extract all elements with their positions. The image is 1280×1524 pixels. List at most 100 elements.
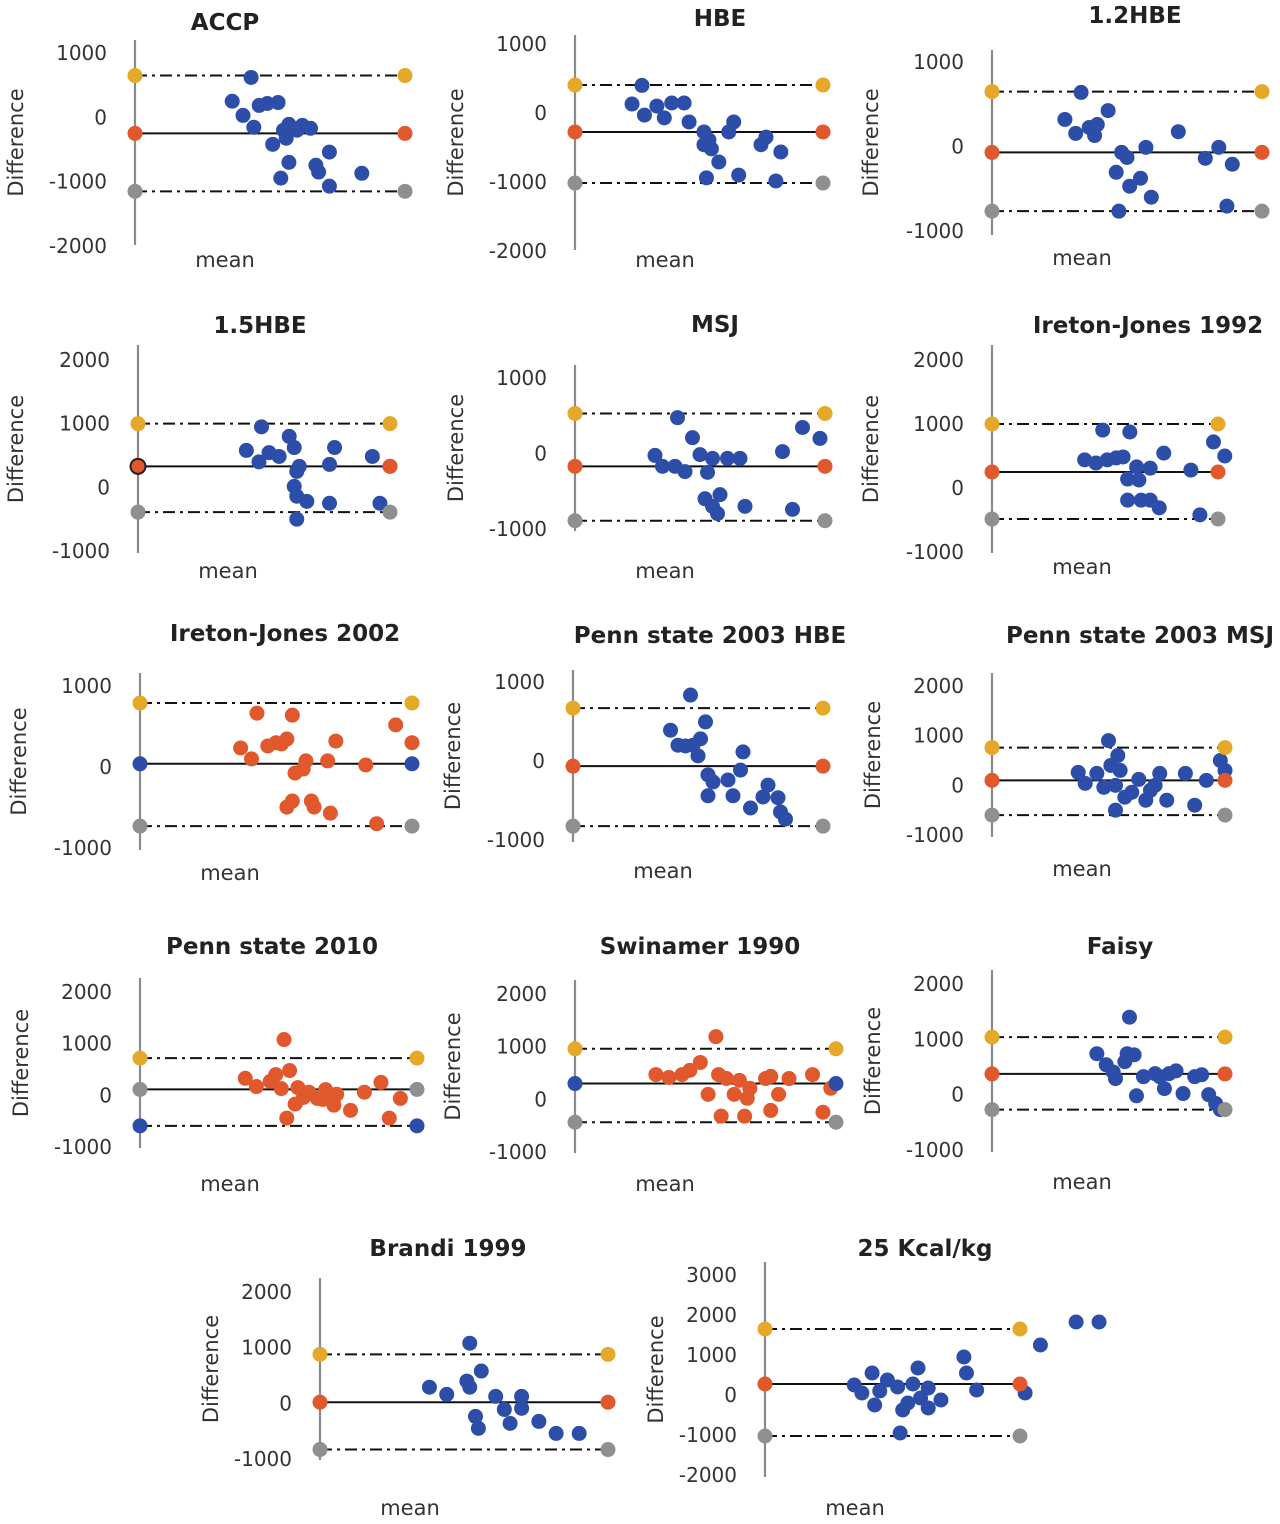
panel-brandi-1999: Brandi 1999 2000 1000 0 -1000 Difference mean (199, 1236, 616, 1520)
mean-marker (312, 1394, 328, 1410)
data-point (655, 458, 670, 474)
y-tick-label: -1000 (234, 1447, 292, 1471)
data-point (735, 744, 751, 760)
upper-marker (984, 416, 1000, 432)
data-point (969, 1382, 985, 1398)
lower-marker (817, 513, 833, 529)
y-tick-label: 0 (97, 475, 110, 499)
data-point (279, 731, 295, 747)
data-point (726, 114, 742, 130)
data-point (514, 1400, 530, 1416)
y-tick-label: 0 (951, 476, 964, 500)
x-axis-label: mean (1052, 1170, 1112, 1194)
data-point (778, 811, 793, 827)
data-point (713, 1108, 729, 1124)
panel-title: Faisy (1087, 934, 1153, 960)
y-tick-label: -1000 (489, 517, 547, 541)
mean-marker (397, 125, 413, 141)
data-point (468, 1408, 484, 1424)
y-tick-label: -1000 (489, 170, 547, 194)
data-point (1170, 124, 1186, 140)
data-point (670, 410, 685, 426)
panel-hbe: HBE 1000 0 -1000 -2000 Difference mean (444, 6, 831, 272)
y-tick-label: 2000 (61, 980, 112, 1004)
data-point (1177, 765, 1193, 781)
data-point (1107, 777, 1123, 793)
x-axis-label: mean (198, 559, 258, 583)
data-point (299, 493, 315, 509)
mean-marker (409, 1081, 425, 1097)
mean-marker (984, 772, 1000, 788)
mean-marker (984, 144, 1000, 160)
y-axis-label: Difference (4, 88, 28, 196)
lower-marker (409, 1118, 425, 1134)
lower-marker (600, 1442, 616, 1458)
y-axis-label: Difference (444, 88, 468, 196)
data-point (321, 178, 337, 194)
lower-marker (130, 504, 146, 520)
data-point (1156, 1081, 1172, 1097)
data-point (726, 1086, 742, 1102)
y-axis-label: Difference (861, 1007, 885, 1115)
data-point (737, 498, 753, 514)
y-tick-label: 2000 (913, 348, 964, 372)
data-point (306, 799, 322, 815)
data-point (1101, 733, 1116, 749)
data-point (1168, 1063, 1184, 1079)
y-tick-label: 1000 (494, 670, 545, 694)
data-point (249, 705, 265, 721)
data-point (237, 1070, 253, 1086)
data-point (268, 1067, 284, 1083)
y-tick-label: 2000 (913, 674, 964, 698)
data-point (488, 1388, 504, 1404)
mean-marker (757, 1376, 773, 1392)
data-point (763, 1068, 779, 1084)
data-point (708, 1029, 724, 1045)
data-point (321, 144, 337, 160)
data-point (372, 495, 388, 511)
upper-marker (984, 84, 1000, 100)
data-point (770, 790, 786, 806)
upper-marker (132, 695, 148, 711)
data-point (281, 154, 297, 170)
y-tick-label: 0 (534, 1087, 547, 1111)
mean-marker (600, 1394, 616, 1410)
lower-marker (984, 807, 1000, 823)
y-tick-label: 0 (951, 1083, 964, 1107)
data-point (496, 1401, 512, 1417)
upper-marker (817, 405, 833, 421)
data-point (1122, 178, 1138, 194)
upper-marker (1210, 416, 1226, 432)
data-point (773, 144, 789, 160)
panel-25-kcal-kg: 25 Kcal/kg 3000 2000 1000 0 -1000 -2000 Differe… (644, 1236, 1107, 1520)
data-point (388, 717, 404, 733)
lower-marker (1210, 511, 1226, 527)
data-point (311, 164, 327, 180)
data-point (700, 1086, 716, 1102)
data-point (681, 114, 697, 130)
panel-title: Penn state 2010 (166, 934, 378, 960)
mean-marker (815, 758, 831, 774)
panel-accp: ACCP 1000 0 -1000 -2000 Difference mean (4, 10, 413, 272)
y-tick-label: 1000 (496, 32, 547, 56)
data-point (771, 1086, 787, 1102)
data-point (459, 1373, 475, 1389)
lower-marker (132, 818, 148, 834)
upper-marker (600, 1346, 616, 1362)
data-point (812, 430, 828, 446)
data-point (760, 777, 776, 793)
data-point (763, 1102, 779, 1118)
mean-marker (567, 458, 583, 474)
upper-marker (312, 1346, 328, 1362)
upper-marker (567, 405, 583, 421)
y-tick-label: -1000 (54, 1135, 112, 1159)
x-axis-label: mean (633, 859, 693, 883)
x-axis-label: mean (635, 248, 695, 272)
mean-marker (984, 1066, 1000, 1082)
data-point (343, 1102, 359, 1118)
data-point (732, 450, 748, 466)
data-point (358, 757, 374, 773)
data-point (270, 95, 286, 111)
data-point (1194, 1067, 1210, 1083)
upper-marker (984, 1029, 1000, 1045)
